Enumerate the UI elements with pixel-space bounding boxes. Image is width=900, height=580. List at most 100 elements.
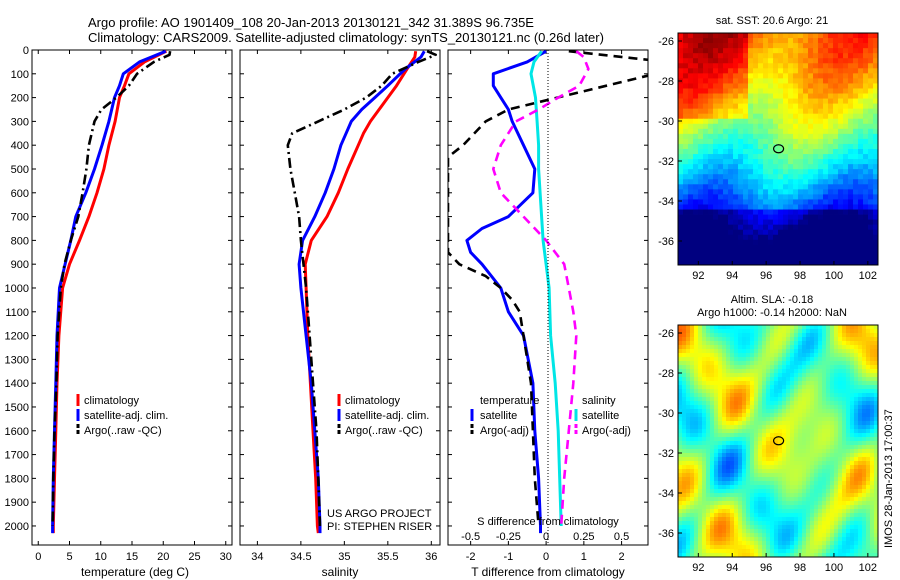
sla-cell bbox=[710, 421, 715, 426]
sla-cell bbox=[690, 477, 695, 482]
sla-cell bbox=[798, 337, 803, 342]
sla-cell bbox=[838, 409, 843, 414]
sst-cell bbox=[753, 204, 759, 210]
sst-cell bbox=[838, 88, 844, 94]
sst-cell bbox=[798, 133, 804, 140]
sst-cell bbox=[868, 179, 874, 185]
sla-cell bbox=[842, 501, 847, 506]
sla-cell bbox=[730, 517, 735, 522]
sst-cell bbox=[723, 113, 729, 120]
sst-cell bbox=[698, 239, 704, 246]
sst-cell bbox=[858, 164, 864, 170]
sla-cell bbox=[726, 501, 731, 506]
sla-cell bbox=[710, 357, 715, 362]
sla-cell bbox=[794, 401, 799, 406]
sst-cell bbox=[693, 209, 699, 215]
sst-cell bbox=[823, 184, 829, 190]
sla-cell bbox=[798, 449, 803, 454]
sla-cell bbox=[698, 461, 703, 466]
sst-cell bbox=[823, 149, 829, 155]
sla-cell bbox=[682, 373, 687, 378]
sst-cell bbox=[753, 239, 759, 246]
sla-cell bbox=[842, 341, 847, 346]
sla-cell bbox=[682, 417, 687, 422]
sla-cell bbox=[702, 401, 707, 406]
sst-cell bbox=[833, 194, 839, 200]
sla-cell bbox=[726, 361, 731, 366]
sst-cell bbox=[788, 73, 794, 79]
sla-cell bbox=[814, 453, 819, 458]
sst-cell bbox=[848, 48, 854, 54]
sla-cell bbox=[826, 513, 831, 518]
sst-cell bbox=[748, 48, 754, 54]
sst-cell bbox=[838, 143, 844, 150]
sst-cell bbox=[833, 164, 839, 170]
sst-cell bbox=[753, 179, 759, 185]
sst-cell bbox=[818, 219, 824, 226]
sla-cell bbox=[838, 385, 843, 390]
sst-cell bbox=[828, 164, 834, 170]
sla-cell bbox=[702, 381, 707, 386]
sla-cell bbox=[722, 513, 727, 518]
sla-cell bbox=[682, 477, 687, 482]
sla-cell bbox=[874, 485, 879, 490]
sla-cell bbox=[838, 537, 843, 542]
sst-cell bbox=[698, 224, 704, 231]
sst-cell bbox=[768, 239, 774, 246]
sla-cell bbox=[830, 393, 835, 398]
sla-cell bbox=[750, 449, 755, 454]
sla-cell bbox=[790, 537, 795, 542]
sla-cell bbox=[830, 509, 835, 514]
sst-cell bbox=[748, 128, 754, 135]
sst-cell bbox=[848, 138, 854, 145]
sst-cell bbox=[703, 259, 709, 266]
sla-cell bbox=[818, 405, 823, 410]
sst-cell bbox=[713, 224, 719, 231]
sla-cell bbox=[770, 409, 775, 414]
sla-cell bbox=[694, 373, 699, 378]
sla-cell bbox=[830, 453, 835, 458]
sla-cell bbox=[678, 485, 683, 490]
sst-cell bbox=[833, 149, 839, 155]
sla-cell bbox=[758, 541, 763, 546]
sla-cell bbox=[750, 513, 755, 518]
sst-cell bbox=[868, 174, 874, 180]
sst-cell bbox=[758, 103, 764, 110]
sla-cell bbox=[738, 345, 743, 350]
sst-cell bbox=[858, 224, 864, 231]
sst-cell bbox=[723, 38, 729, 44]
sla-cell bbox=[746, 481, 751, 486]
sla-cell bbox=[754, 341, 759, 346]
sla-cell bbox=[794, 545, 799, 550]
sla-cell bbox=[798, 445, 803, 450]
sst-cell bbox=[808, 159, 814, 165]
sst-cell bbox=[758, 48, 764, 54]
sst-cell bbox=[838, 154, 844, 160]
sla-cell bbox=[862, 345, 867, 350]
map-x-tick-label: 92 bbox=[692, 270, 704, 282]
sla-cell bbox=[746, 553, 751, 558]
sst-cell bbox=[853, 149, 859, 155]
sla-cell bbox=[702, 453, 707, 458]
sst-cell bbox=[688, 259, 694, 266]
sst-cell bbox=[803, 179, 809, 185]
sst-cell bbox=[783, 159, 789, 165]
sla-cell bbox=[706, 533, 711, 538]
sst-cell bbox=[823, 88, 829, 94]
sst-cell bbox=[813, 53, 819, 59]
sla-cell bbox=[802, 545, 807, 550]
sst-cell bbox=[788, 123, 794, 130]
sla-cell bbox=[826, 521, 831, 526]
sla-cell bbox=[738, 445, 743, 450]
sla-cell bbox=[862, 417, 867, 422]
sst-cell bbox=[853, 219, 859, 226]
sla-cell bbox=[818, 473, 823, 478]
sla-cell bbox=[774, 345, 779, 350]
sst-cell bbox=[738, 83, 744, 89]
sla-cell bbox=[746, 533, 751, 538]
sst-cell bbox=[748, 179, 754, 185]
y-tick-label: 1900 bbox=[5, 497, 29, 509]
sla-cell bbox=[690, 461, 695, 466]
sla-cell bbox=[798, 509, 803, 514]
sla-cell bbox=[814, 509, 819, 514]
